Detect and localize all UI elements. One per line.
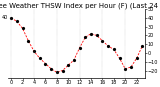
Text: 40: 40 (2, 15, 8, 20)
Title: Milwaukee Weather THSW Index per Hour (F) (Last 24 Hours): Milwaukee Weather THSW Index per Hour (F… (0, 2, 160, 9)
